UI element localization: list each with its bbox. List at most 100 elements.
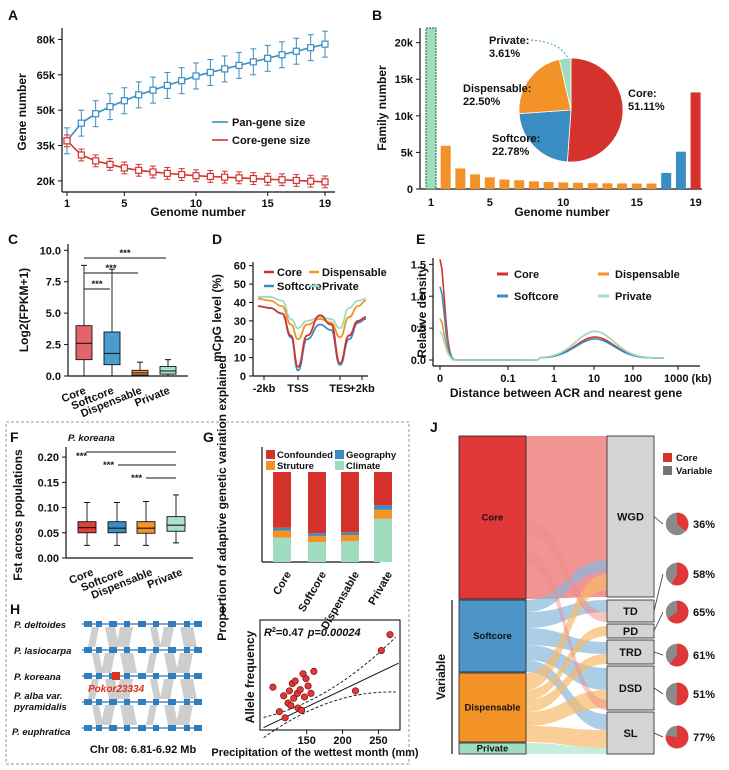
g-legend-geography: Geography — [346, 450, 397, 461]
h-gene-block — [184, 725, 190, 731]
a-point — [264, 54, 272, 62]
j-pie-core — [667, 600, 689, 624]
e-xtick-label: 1000 (kb) — [664, 373, 712, 385]
panel-j: J Core Softcore Dispensable Private WGD TD PD… — [430, 419, 715, 755]
b-pie-private-pct: 3.61% — [489, 48, 520, 60]
h-gene-block — [124, 673, 130, 679]
b-pie-slice — [566, 57, 624, 163]
b-bar — [543, 182, 554, 189]
a-ytick-label: 35k — [37, 141, 56, 153]
j-right-node-sl — [606, 711, 655, 755]
i-point — [310, 667, 318, 675]
h-synteny-ribbon — [176, 705, 193, 725]
i-point — [351, 687, 360, 695]
i-xtick-label: 250 — [369, 735, 387, 747]
d-line-private — [257, 296, 367, 330]
h-synteny-ribbon — [146, 705, 157, 725]
h-gene-block — [138, 699, 146, 705]
d-ytick-label: 10 — [234, 353, 246, 365]
j-flow — [526, 743, 607, 754]
j-flow — [526, 436, 607, 599]
a-point — [92, 110, 100, 118]
d-ylabel: mCpG level (%) — [210, 274, 224, 362]
a-point — [206, 68, 214, 77]
d-xtick-label: +2kb — [349, 383, 375, 395]
j-flow — [526, 574, 607, 690]
i-point — [300, 693, 309, 701]
d-line-softcore — [257, 305, 367, 372]
c-ylabel: Log2(FPKM+1) — [17, 268, 31, 352]
j-flow — [526, 520, 607, 622]
g-xtick-label: Private — [366, 570, 395, 608]
i-ci-upper — [263, 636, 397, 718]
a-point — [321, 40, 329, 48]
e-legend-priv: Private — [615, 291, 652, 303]
h-gene-block — [184, 647, 190, 653]
b-ytick-label: 0 — [407, 184, 413, 196]
g-bar-segment — [374, 509, 392, 519]
g-legend-struture: Struture — [277, 461, 314, 472]
b-pie-private-label: Private: — [489, 35, 529, 47]
h-gene-block — [96, 699, 102, 705]
panel-label-c: C — [8, 231, 18, 247]
i-xtick-label: 150 — [297, 735, 315, 747]
f-ytick-label: 0.00 — [38, 553, 59, 565]
a-xtick-label: 15 — [262, 198, 274, 210]
h-gene-block — [84, 699, 92, 705]
j-pie-pct: 58% — [693, 569, 715, 581]
j-pie-connector — [653, 651, 664, 656]
g-bar-segment — [308, 535, 326, 543]
h-synteny-ribbon — [180, 679, 197, 699]
g-bar-segment — [308, 542, 326, 562]
d-legend-core: Core — [277, 267, 302, 279]
a-xtick-label: 1 — [64, 198, 70, 210]
a-point — [278, 176, 286, 184]
d-line-core — [257, 305, 367, 368]
h-gene-block — [124, 621, 130, 627]
b-pie-slice — [558, 57, 572, 111]
i-point — [307, 689, 315, 697]
b-bar — [675, 151, 686, 189]
a-point — [264, 175, 272, 183]
i-point — [280, 692, 288, 700]
i-r2-value: =0.47 — [276, 627, 304, 639]
j-right-label: SL — [623, 728, 637, 740]
f-ytick-label: 0.20 — [38, 452, 59, 464]
panel-label-d: D — [212, 231, 222, 247]
e-legend-core: Core — [514, 269, 539, 281]
g-bar-segment — [341, 535, 359, 542]
b-bar — [440, 145, 451, 189]
j-right-label: PD — [623, 626, 638, 638]
h-gene-block — [194, 621, 202, 627]
h-gene-block — [124, 699, 130, 705]
a-point — [192, 172, 200, 180]
c-box-private — [159, 366, 177, 375]
h-gene-block — [184, 699, 190, 705]
b-xtick-label: 5 — [487, 197, 493, 209]
i-plot-frame — [259, 619, 401, 731]
c-sig-1: *** — [91, 279, 102, 290]
h-species-3: P. koreana — [14, 672, 61, 683]
i-stats: R2=0.47 p=0.00024 — [264, 627, 361, 639]
a-point — [77, 119, 85, 127]
b-pie-private-leader — [530, 39, 569, 59]
j-pie-core — [665, 725, 689, 749]
b-bar — [514, 180, 525, 189]
panel-e: E 0.0 0.5 1.0 1.5 0 0.1 1 10 100 1000 (kb) Relat… — [411, 231, 712, 400]
a-point — [106, 103, 114, 111]
g-bar-segment — [341, 472, 359, 533]
j-variable-label: Variable — [434, 654, 448, 700]
a-xlabel: Genome number — [150, 205, 246, 219]
h-gene-block — [96, 725, 102, 731]
c-sig-3: *** — [119, 248, 130, 259]
h-species-5: P. euphratica — [12, 727, 70, 738]
d-legend-soft: Softcore — [277, 281, 322, 293]
h-gene-block — [109, 699, 117, 705]
fgh-frame — [5, 421, 410, 765]
d-ytick-label: 20 — [234, 334, 246, 346]
c-box-softcore — [103, 331, 121, 366]
j-pie-connector — [653, 687, 664, 695]
panel-label-h: H — [10, 601, 20, 617]
j-flow — [526, 690, 607, 726]
